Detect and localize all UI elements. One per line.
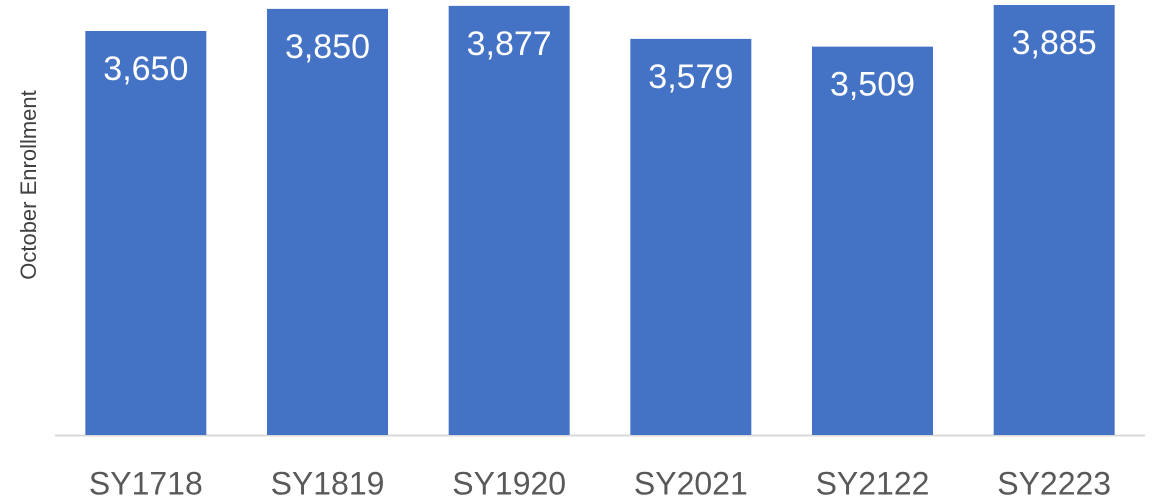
data-label: 3,579: [648, 58, 733, 96]
data-label: 3,877: [467, 25, 552, 63]
x-tick-label: SY1920: [452, 465, 566, 501]
x-tick-label: SY2223: [997, 465, 1111, 501]
bar: [812, 46, 933, 435]
x-tick-label: SY2021: [634, 465, 748, 501]
x-tick-label: SY1819: [271, 465, 385, 501]
data-label: 3,650: [103, 50, 188, 88]
data-label: 3,885: [1012, 24, 1097, 62]
bar: [993, 5, 1115, 435]
bar: [630, 38, 752, 436]
x-tick-label: SY2122: [816, 465, 930, 501]
y-axis-title: October Enrollment: [16, 90, 41, 280]
bar: [448, 5, 570, 435]
data-label: 3,850: [285, 28, 370, 66]
x-tick-label: SY1718: [89, 465, 203, 501]
bar: [267, 8, 388, 436]
data-label: 3,509: [830, 66, 915, 104]
bar: [85, 31, 207, 436]
